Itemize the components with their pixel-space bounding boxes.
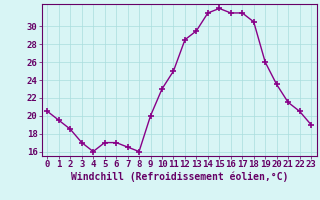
X-axis label: Windchill (Refroidissement éolien,°C): Windchill (Refroidissement éolien,°C) [70, 172, 288, 182]
